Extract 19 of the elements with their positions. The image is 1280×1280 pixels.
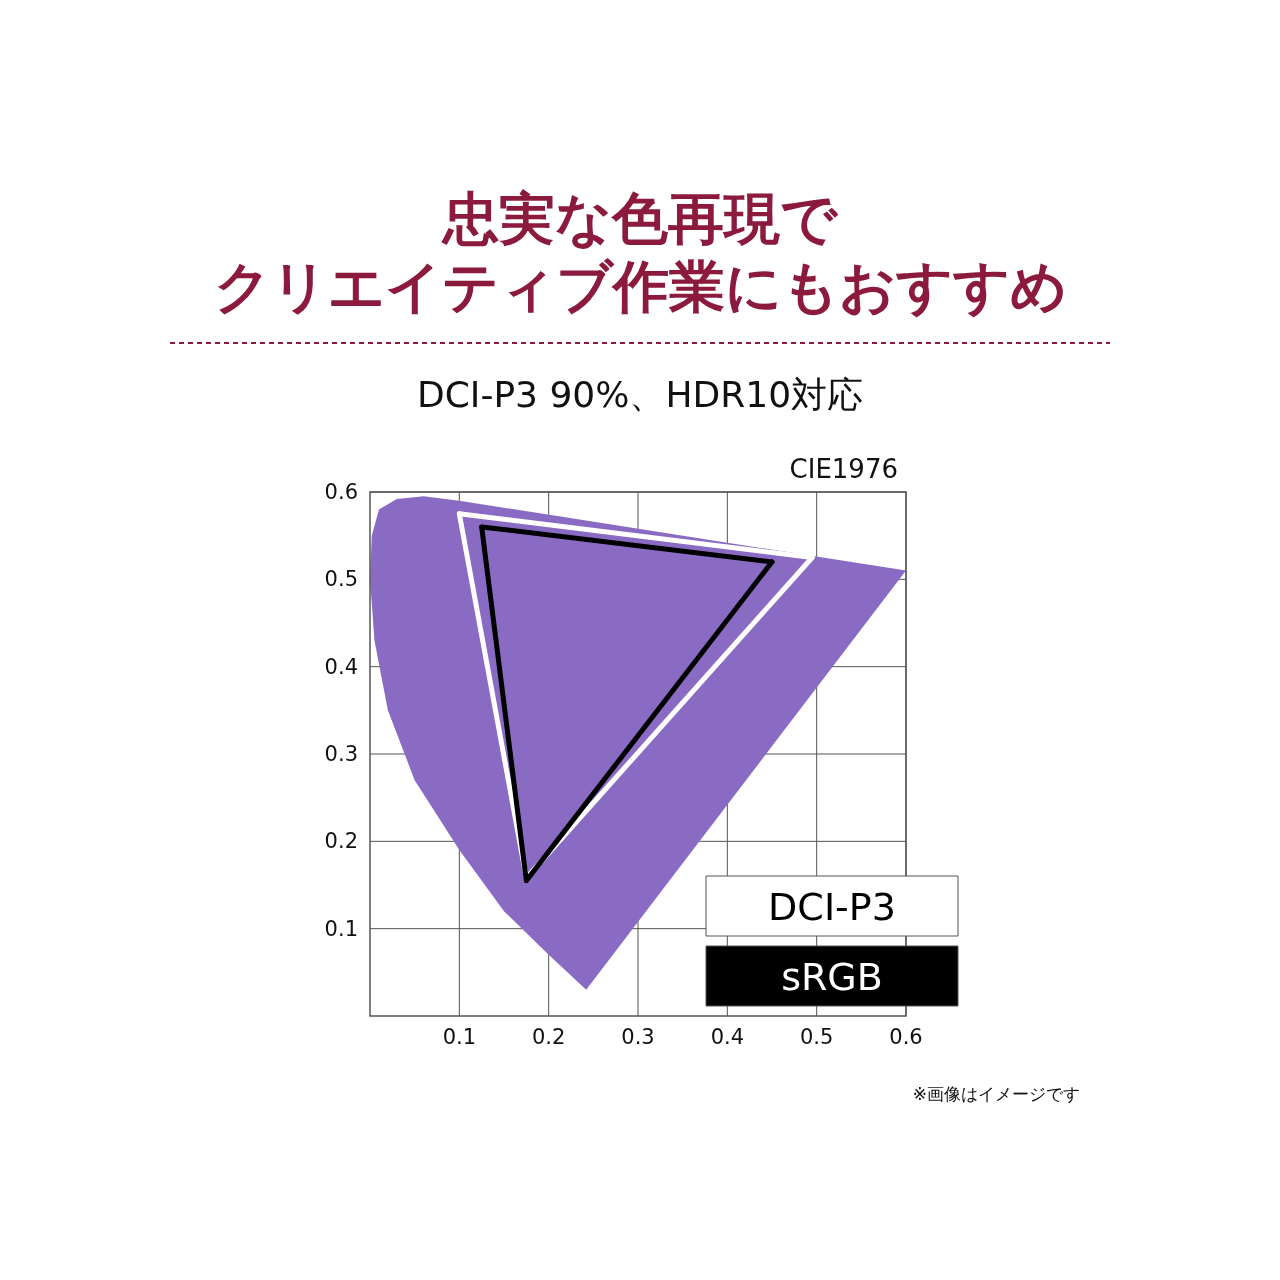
x-tick-label: 0.2 — [531, 1025, 566, 1049]
y-tick-label: 0.1 — [324, 916, 358, 941]
y-tick-label: 0.4 — [324, 654, 358, 679]
y-tick-label: 0.2 — [324, 829, 358, 854]
x-tick-label: 0.1 — [442, 1025, 477, 1049]
text: DCI-P3 — [768, 885, 896, 929]
x-tick-label: 0.6 — [889, 1025, 923, 1049]
y-tick-label: 0.3 — [324, 742, 358, 766]
text: ※画像はイメージです — [912, 1084, 1080, 1104]
chart-title: 忠実な色再現で — [441, 186, 839, 251]
text: DCI-P3 90%、HDR10対応 — [416, 374, 864, 415]
y-tick-label: 0.5 — [324, 567, 358, 592]
text: sRGB — [781, 955, 883, 999]
y-tick-label: 0.6 — [324, 480, 358, 504]
x-tick-label: 0.3 — [621, 1025, 655, 1049]
text: CIE1976 — [789, 454, 898, 484]
x-tick-label: 0.4 — [710, 1025, 745, 1049]
x-tick-label: 0.5 — [799, 1025, 834, 1049]
chart-subtitle: クリエイティブ作業にもおすすめ — [213, 254, 1067, 319]
